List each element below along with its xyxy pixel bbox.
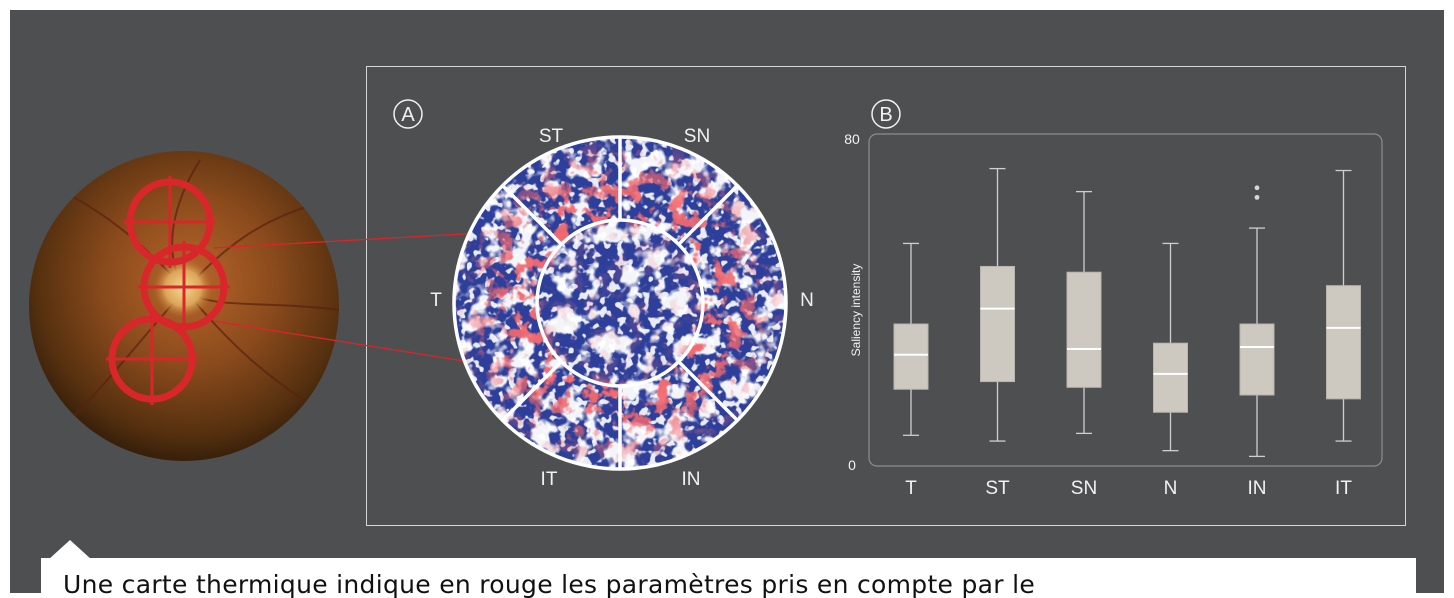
x-tick-label-sn: SN — [1071, 478, 1097, 499]
plot-area-frame — [868, 133, 1383, 467]
sector-labels: ST SN N IN IT T — [430, 126, 814, 490]
figure-frame — [366, 66, 1406, 526]
box-it — [1326, 285, 1361, 400]
x-tick-label-st: ST — [985, 478, 1010, 499]
sector-grid — [452, 135, 788, 471]
sector-label-sn: SN — [684, 126, 710, 147]
x-tick-label-t: T — [905, 478, 917, 499]
box-in — [1239, 323, 1275, 396]
x-tick-label-in: IN — [1248, 478, 1267, 499]
outlier-in-1 — [1254, 185, 1260, 191]
panel-b-marker — [871, 99, 901, 129]
sector-label-in: IN — [682, 469, 701, 490]
target-circle-bottom — [106, 313, 198, 405]
boxes-group: T ST SN N IN IT — [893, 167, 1361, 499]
x-tick-label-it: IT — [1335, 478, 1352, 499]
panel-a: A ST SN N IN IT T — [393, 99, 814, 490]
outlier-in-0 — [1254, 194, 1260, 200]
y-tick-min: 0 — [848, 457, 856, 473]
box-sn — [1066, 271, 1102, 388]
sector-label-n: N — [800, 290, 814, 311]
y-axis-label: Saliency intensity — [849, 264, 863, 357]
panel-b: B 80 0 Saliency intensity T ST SN N IN IT — [844, 99, 1383, 499]
x-tick-label-n: N — [1164, 478, 1178, 499]
panel-a-marker — [393, 99, 423, 129]
caption-notch — [48, 540, 92, 560]
sector-label-st: ST — [539, 126, 564, 147]
target-circle-middle — [138, 241, 230, 333]
box-n — [1153, 342, 1188, 413]
panel-a-label: A — [401, 104, 415, 126]
panel-b-label: B — [879, 104, 892, 126]
y-tick-max: 80 — [844, 131, 860, 147]
box-t — [893, 323, 929, 390]
box-st — [980, 265, 1015, 383]
target-circles — [106, 176, 230, 405]
caption-text: Une carte thermique indique en rouge les… — [41, 558, 1416, 598]
sector-label-t: T — [430, 290, 442, 311]
sector-label-it: IT — [541, 469, 558, 490]
